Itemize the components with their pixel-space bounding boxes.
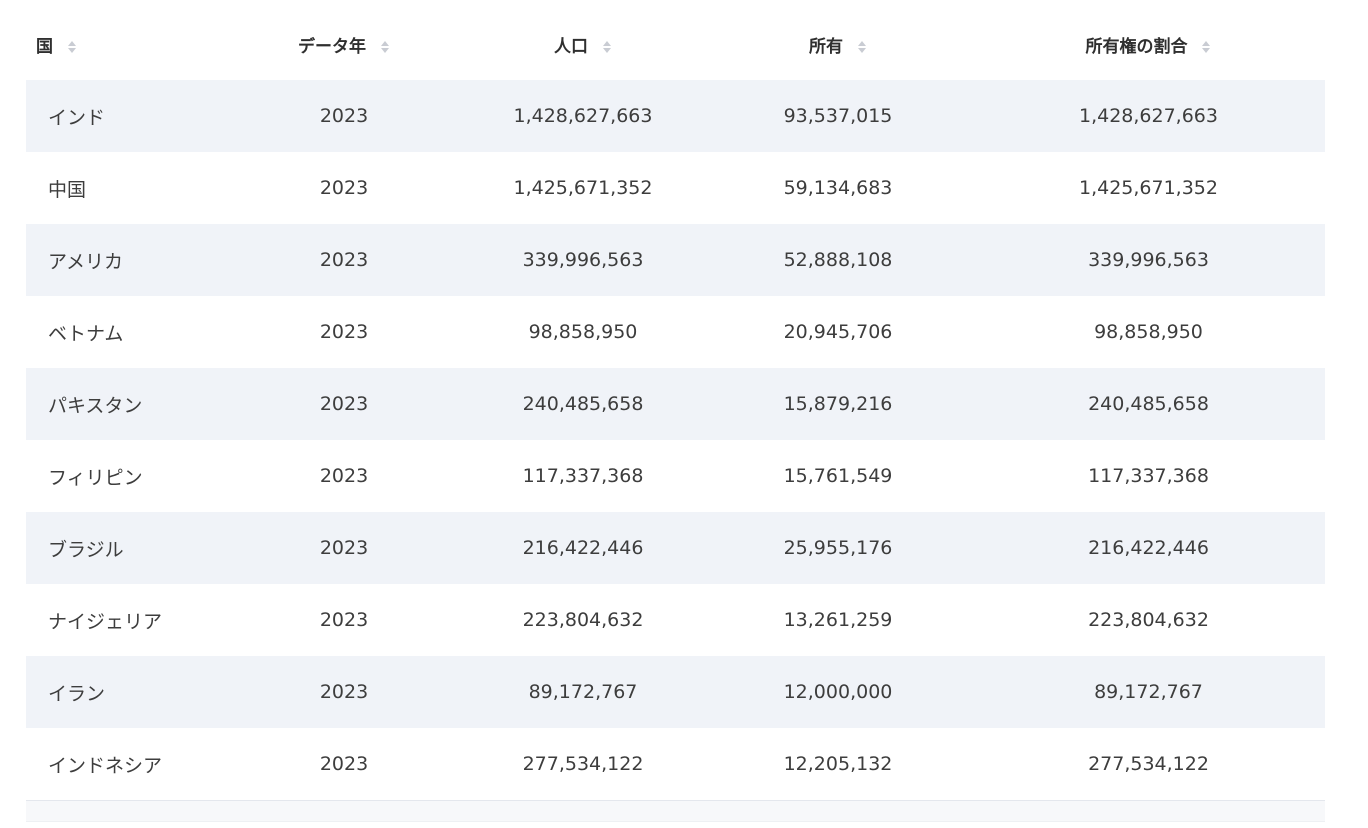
cell-ownership: 13,261,259: [704, 584, 972, 656]
column-header-label: データ年: [298, 36, 367, 57]
cell-year: 2023: [226, 728, 462, 800]
cell-country: ブラジル: [26, 512, 226, 584]
cell-country: イラン: [26, 656, 226, 728]
cell-country: 中国: [26, 152, 226, 224]
cell-ownership: 52,888,108: [704, 224, 972, 296]
cell-population: 117,337,368: [462, 440, 704, 512]
cell-share: 240,485,658: [972, 368, 1325, 440]
table-row: パキスタン 2023 240,485,658 15,879,216 240,48…: [26, 368, 1325, 440]
cell-country: インドネシア: [26, 728, 226, 800]
sort-icon[interactable]: [380, 40, 390, 54]
cell-ownership: 12,205,132: [704, 728, 972, 800]
cell-year: 2023: [226, 440, 462, 512]
cell-share: 1,425,671,352: [972, 152, 1325, 224]
table-row: アメリカ 2023 339,996,563 52,888,108 339,996…: [26, 224, 1325, 296]
table-row: ナイジェリア 2023 223,804,632 13,261,259 223,8…: [26, 584, 1325, 656]
cell-year: 2023: [226, 368, 462, 440]
column-header-label: 人口: [554, 36, 589, 57]
cell-country: フィリピン: [26, 440, 226, 512]
table-row: ベトナム 2023 98,858,950 20,945,706 98,858,9…: [26, 296, 1325, 368]
cell-year: 2023: [226, 584, 462, 656]
table-footer-bar: [26, 800, 1325, 822]
cell-country: ベトナム: [26, 296, 226, 368]
column-header-label: 所有権の割合: [1085, 36, 1188, 57]
cell-population: 223,804,632: [462, 584, 704, 656]
table-row: フィリピン 2023 117,337,368 15,761,549 117,33…: [26, 440, 1325, 512]
cell-population: 98,858,950: [462, 296, 704, 368]
cell-population: 89,172,767: [462, 656, 704, 728]
cell-share: 339,996,563: [972, 224, 1325, 296]
country-ownership-table: 国 データ年 人口 所: [26, 8, 1325, 800]
column-header-year[interactable]: データ年: [226, 8, 462, 80]
cell-year: 2023: [226, 80, 462, 152]
cell-ownership: 12,000,000: [704, 656, 972, 728]
cell-share: 1,428,627,663: [972, 80, 1325, 152]
column-header-country[interactable]: 国: [26, 8, 226, 80]
cell-share: 223,804,632: [972, 584, 1325, 656]
column-header-label: 所有: [809, 36, 844, 57]
table-row: インドネシア 2023 277,534,122 12,205,132 277,5…: [26, 728, 1325, 800]
table-row: 中国 2023 1,425,671,352 59,134,683 1,425,6…: [26, 152, 1325, 224]
cell-share: 216,422,446: [972, 512, 1325, 584]
cell-year: 2023: [226, 296, 462, 368]
cell-share: 277,534,122: [972, 728, 1325, 800]
cell-year: 2023: [226, 512, 462, 584]
cell-ownership: 59,134,683: [704, 152, 972, 224]
cell-population: 1,428,627,663: [462, 80, 704, 152]
cell-share: 98,858,950: [972, 296, 1325, 368]
cell-country: インド: [26, 80, 226, 152]
column-header-label: 国: [36, 36, 53, 57]
cell-ownership: 93,537,015: [704, 80, 972, 152]
cell-share: 89,172,767: [972, 656, 1325, 728]
table-row: インド 2023 1,428,627,663 93,537,015 1,428,…: [26, 80, 1325, 152]
sort-icon[interactable]: [67, 40, 77, 54]
sort-icon[interactable]: [1201, 40, 1211, 54]
cell-share: 117,337,368: [972, 440, 1325, 512]
sort-icon[interactable]: [602, 40, 612, 54]
cell-population: 339,996,563: [462, 224, 704, 296]
cell-year: 2023: [226, 224, 462, 296]
cell-population: 240,485,658: [462, 368, 704, 440]
cell-ownership: 20,945,706: [704, 296, 972, 368]
cell-ownership: 15,879,216: [704, 368, 972, 440]
column-header-ownership[interactable]: 所有: [704, 8, 972, 80]
cell-population: 216,422,446: [462, 512, 704, 584]
cell-ownership: 25,955,176: [704, 512, 972, 584]
cell-year: 2023: [226, 152, 462, 224]
header-row: 国 データ年 人口 所: [26, 8, 1325, 80]
table-header: 国 データ年 人口 所: [26, 8, 1325, 80]
cell-country: アメリカ: [26, 224, 226, 296]
cell-population: 1,425,671,352: [462, 152, 704, 224]
column-header-share[interactable]: 所有権の割合: [972, 8, 1325, 80]
sort-icon[interactable]: [857, 40, 867, 54]
column-header-population[interactable]: 人口: [462, 8, 704, 80]
cell-country: ナイジェリア: [26, 584, 226, 656]
cell-population: 277,534,122: [462, 728, 704, 800]
table-row: ブラジル 2023 216,422,446 25,955,176 216,422…: [26, 512, 1325, 584]
table-body: インド 2023 1,428,627,663 93,537,015 1,428,…: [26, 80, 1325, 800]
data-table-container: 国 データ年 人口 所: [26, 8, 1325, 822]
cell-ownership: 15,761,549: [704, 440, 972, 512]
table-row: イラン 2023 89,172,767 12,000,000 89,172,76…: [26, 656, 1325, 728]
cell-year: 2023: [226, 656, 462, 728]
cell-country: パキスタン: [26, 368, 226, 440]
